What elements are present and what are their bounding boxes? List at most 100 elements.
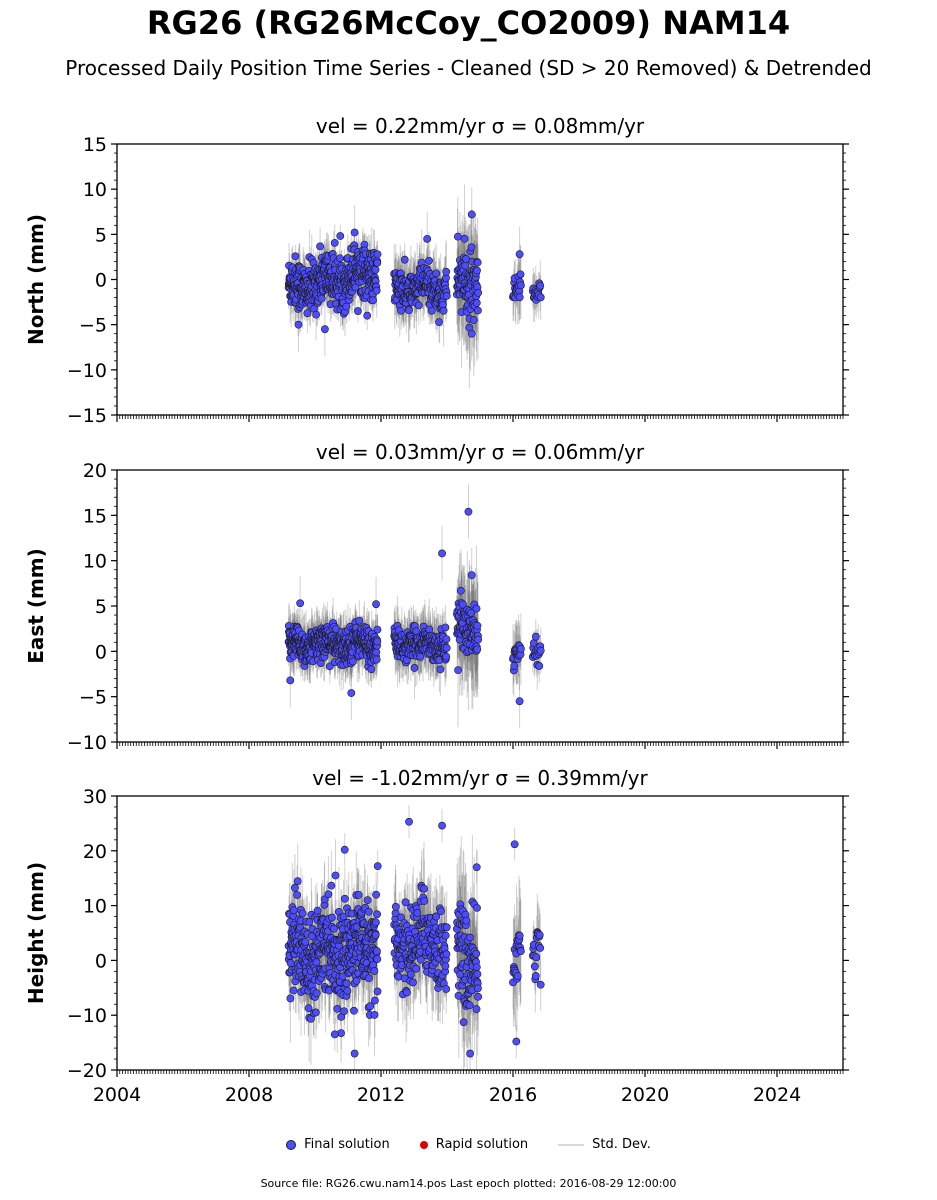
- y-tick-label: −10: [67, 732, 107, 754]
- data-point: [397, 306, 405, 315]
- y-tick-label: 5: [95, 224, 107, 246]
- data-point: [371, 265, 380, 274]
- data-point: [349, 657, 357, 666]
- data-point: [328, 913, 336, 922]
- data-point: [467, 243, 476, 252]
- data-point: [372, 648, 381, 657]
- data-point: [337, 1029, 345, 1038]
- data-point: [536, 281, 545, 290]
- y-axis-label: North (mm): [24, 214, 48, 345]
- data-point: [467, 329, 476, 338]
- data-point: [442, 644, 451, 652]
- data-point: [331, 871, 340, 880]
- data-point: [517, 645, 525, 653]
- std-dev-bars: [288, 484, 542, 729]
- data-point: [460, 234, 469, 243]
- data-point: [286, 959, 295, 967]
- chart-subtitle: Processed Daily Position Time Series - C…: [65, 56, 872, 80]
- final-solution-points: [284, 507, 545, 706]
- data-point: [347, 689, 356, 697]
- data-point: [536, 646, 545, 655]
- data-point: [473, 266, 481, 275]
- panel-2: vel = -1.02mm/yr σ = 0.39mm/yr Height (mm…: [24, 766, 849, 1106]
- data-point: [372, 655, 381, 664]
- data-point: [305, 918, 314, 926]
- data-point: [313, 906, 322, 915]
- data-point: [294, 320, 303, 329]
- data-point: [320, 325, 329, 334]
- data-point: [317, 294, 326, 303]
- data-point: [330, 238, 339, 247]
- data-point: [286, 994, 295, 1003]
- data-point: [304, 1004, 313, 1013]
- data-point: [400, 255, 409, 264]
- data-point: [342, 979, 351, 988]
- data-point: [303, 309, 312, 318]
- data-point: [355, 616, 364, 625]
- data-point: [453, 232, 462, 241]
- data-point: [442, 652, 451, 661]
- data-point: [291, 252, 300, 261]
- data-point: [335, 254, 344, 263]
- data-point: [291, 883, 299, 892]
- final-solution-points: [284, 210, 545, 338]
- data-point: [289, 986, 298, 995]
- data-point: [410, 664, 419, 672]
- data-point: [442, 635, 451, 644]
- final-solution-points: [284, 817, 545, 1058]
- data-point: [423, 234, 432, 243]
- data-point: [536, 293, 545, 302]
- data-point: [350, 228, 359, 237]
- data-point: [535, 662, 544, 670]
- data-point: [436, 665, 445, 674]
- y-axis-label: East (mm): [24, 548, 48, 664]
- data-point: [414, 301, 423, 310]
- data-point: [343, 986, 352, 995]
- y-tick-label: 10: [83, 551, 107, 573]
- y-tick-label: 15: [83, 505, 107, 527]
- data-point: [467, 571, 476, 580]
- y-tick-label: 5: [95, 596, 107, 618]
- data-point: [336, 232, 345, 240]
- data-point: [517, 281, 525, 290]
- data-point: [432, 269, 441, 278]
- y-tick-label: 10: [83, 179, 107, 201]
- data-point: [367, 665, 376, 674]
- data-point: [515, 293, 524, 302]
- data-point: [473, 258, 482, 267]
- data-point: [472, 299, 481, 307]
- data-point: [510, 662, 519, 670]
- y-tick-label: 0: [95, 641, 107, 663]
- panel-title: vel = 0.22mm/yr σ = 0.08mm/yr: [316, 114, 645, 138]
- data-point: [372, 600, 380, 609]
- chart-title: RG26 (RG26McCoy_CO2009) NAM14: [146, 4, 791, 42]
- data-point: [286, 676, 295, 685]
- data-point: [312, 310, 321, 319]
- data-point: [324, 890, 333, 899]
- data-point: [316, 242, 324, 251]
- plot-frame: [116, 469, 844, 743]
- data-point: [333, 1004, 342, 1013]
- data-point: [469, 316, 478, 324]
- data-point: [473, 645, 482, 654]
- y-tick-label: −10: [67, 360, 107, 382]
- data-point: [325, 662, 334, 671]
- data-point: [438, 549, 446, 558]
- y-tick-label: −5: [79, 315, 107, 337]
- data-point: [373, 259, 382, 267]
- panel-title: vel = 0.03mm/yr σ = 0.06mm/yr: [316, 440, 645, 464]
- y-tick-label: −5: [79, 687, 107, 709]
- data-point: [353, 307, 362, 315]
- data-point: [531, 632, 540, 641]
- data-point: [474, 288, 483, 297]
- data-point: [405, 306, 413, 315]
- data-point: [369, 296, 377, 305]
- data-point: [312, 1008, 320, 1017]
- data-point: [373, 250, 382, 259]
- data-point: [373, 625, 382, 634]
- data-point: [454, 666, 462, 675]
- data-point: [472, 604, 481, 613]
- panel-1: vel = 0.03mm/yr σ = 0.06mm/yr East (mm) −1…: [24, 440, 849, 754]
- data-point: [327, 881, 336, 890]
